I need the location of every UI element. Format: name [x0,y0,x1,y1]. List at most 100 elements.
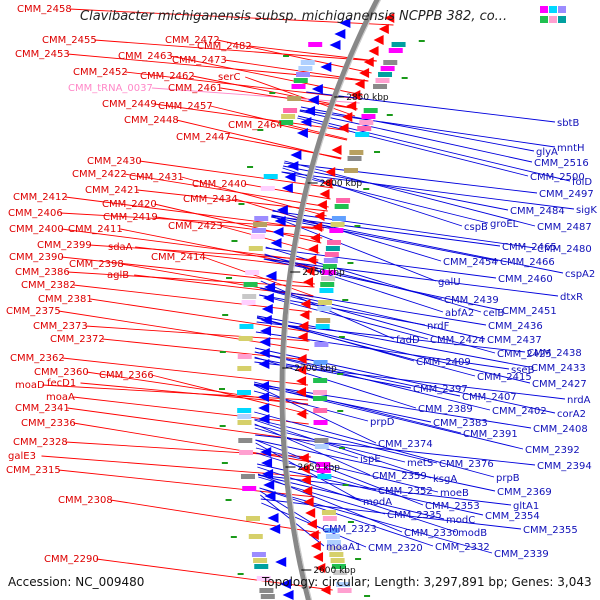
left-connector [124,173,329,208]
forward-gene-arrow [300,475,311,485]
left-connector [60,212,325,229]
forward-gene-arrow [306,519,317,529]
feature-block [256,576,271,581]
feature-block [324,528,339,533]
left-connector [73,422,312,463]
feature-block [314,342,329,347]
feature-block [373,84,388,89]
feature-block [328,546,343,551]
left-connector [85,325,310,342]
feature-block [238,438,253,443]
right-gene-label: CMM_2409 [416,357,471,368]
forward-gene-arrow [296,365,307,375]
right-connector [253,384,377,444]
corner-block [540,6,548,13]
right-gene-label: CMM_2353 [425,501,480,512]
right-connector [300,106,535,152]
feature-block [237,420,252,425]
feature-block [260,186,275,191]
left-connector [139,160,334,189]
right-gene-label: groEL [490,219,519,230]
left-connector [249,45,377,62]
right-connector [297,117,529,177]
feature-block [378,72,393,77]
feature-block [325,246,340,251]
right-connector [254,411,495,478]
left-gene-label: CMM_2473 [172,55,227,66]
left-connector [137,189,328,212]
left-connector [220,225,320,254]
right-gene-label: CMM_2389 [418,404,473,415]
forward-gene-arrow [296,354,307,364]
reverse-gene-arrow [311,84,323,94]
right-gene-label: dtxR [560,292,583,303]
right-gene-label: CMM_2437 [487,335,542,346]
left-gene-label: CMM_2382 [21,280,76,291]
forward-gene-arrow [331,145,342,155]
left-connector [67,53,369,82]
left-connector [90,298,311,333]
green-mark [238,203,245,205]
right-gene-label: modA [363,497,392,508]
left-gene-label: CMM_2447 [176,132,231,143]
legend-blocks [540,6,566,23]
right-connector [283,165,509,211]
left-connector [170,55,363,96]
reverse-gene-arrow [262,469,274,479]
corner-block [540,16,548,23]
feature-block [355,132,370,137]
feature-block [237,354,252,359]
right-gene-label: cspB [464,222,488,233]
left-gene-label: CMM_2372 [50,334,105,345]
right-gene-label: celB [483,308,504,319]
right-gene-label: CMM_2407 [462,392,517,403]
right-connector [259,287,487,326]
left-gene-label: CMM_2430 [87,156,142,167]
green-mark [219,425,226,427]
forward-gene-arrow [298,321,309,331]
right-gene-label: CMM_2460 [498,274,553,285]
right-gene-label: CMM_2383 [433,418,488,429]
right-connector [256,317,531,384]
reverse-gene-arrow [258,414,270,424]
feature-block [331,216,346,221]
feature-block [237,390,251,395]
green-mark [225,499,232,501]
accession-text: Accession: NC_009480 [8,575,145,589]
left-connector [80,382,309,405]
reverse-gene-arrow [264,282,276,292]
right-gene-label: CMM_2484 [510,206,565,217]
reverse-gene-arrow [264,491,276,501]
feature-block [237,366,252,371]
right-connector [253,383,524,450]
feature-block [334,204,349,209]
feature-block [313,408,328,413]
forward-gene-arrow [354,79,365,89]
feature-block [241,300,256,305]
forward-gene-arrow [300,299,311,309]
left-gene-label: CMM_2457 [158,101,213,112]
forward-gene-arrow [346,101,357,111]
reverse-gene-arrow [300,117,312,127]
green-mark [219,351,226,353]
reverse-gene-arrow [261,304,273,314]
right-gene-label: CMM_2391 [463,429,518,440]
green-mark [219,388,226,390]
feature-block [380,66,395,71]
feature-block [391,42,406,47]
feature-block [313,360,328,365]
left-gene-label: CMM_2362 [10,353,65,364]
right-connector [260,498,522,530]
right-gene-label: prpD [370,417,395,428]
left-gene-label: CMM_2398 [69,259,124,270]
left-connector [96,558,333,591]
feature-block [243,282,258,287]
right-connector [255,331,510,370]
left-gene-label: CMM_2386 [15,267,70,278]
reverse-gene-arrow [281,183,293,193]
green-mark [226,277,233,279]
forward-gene-arrow [312,222,323,232]
forward-gene-arrow [308,530,319,540]
forward-gene-arrow [296,409,307,419]
green-mark [355,558,362,560]
